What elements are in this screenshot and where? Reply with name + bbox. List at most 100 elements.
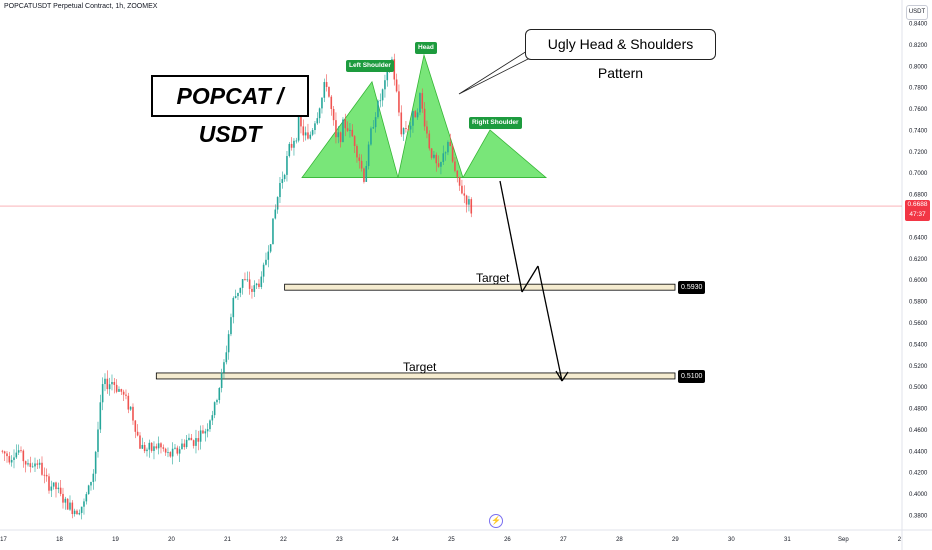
candle-body bbox=[45, 474, 48, 477]
candle-body bbox=[20, 450, 22, 452]
candle-body bbox=[66, 498, 69, 510]
candle-body bbox=[311, 130, 314, 135]
candle-body bbox=[52, 482, 55, 487]
candle-body bbox=[101, 384, 104, 403]
candle-body bbox=[351, 129, 354, 137]
projection-path-line bbox=[521, 265, 539, 293]
candle-body bbox=[447, 142, 449, 153]
candle-body bbox=[71, 502, 74, 515]
y-tick-label: 0.5000 bbox=[909, 385, 928, 391]
y-tick-label: 0.6400 bbox=[909, 235, 928, 241]
candle-body bbox=[468, 199, 470, 205]
candle-body bbox=[59, 487, 62, 494]
candle-body bbox=[279, 183, 281, 198]
candle-body bbox=[237, 292, 239, 297]
candle-body bbox=[265, 259, 267, 265]
candle-body bbox=[416, 112, 419, 118]
candle-body bbox=[50, 486, 53, 491]
candle-body bbox=[302, 126, 305, 136]
candle-body bbox=[90, 481, 92, 486]
y-tick-label: 0.8400 bbox=[909, 22, 928, 28]
x-tick-label: 23 bbox=[336, 537, 343, 543]
head-tag: Head bbox=[415, 42, 437, 54]
currency-button[interactable]: USDT bbox=[906, 5, 928, 20]
candle-body bbox=[69, 502, 71, 510]
current-price-countdown: 47:37 bbox=[909, 211, 926, 218]
candle-body bbox=[10, 459, 13, 463]
candle-body bbox=[449, 142, 452, 147]
candle-body bbox=[183, 443, 186, 448]
candle-body bbox=[318, 108, 321, 119]
candle-body bbox=[143, 444, 146, 452]
candle-body bbox=[141, 444, 144, 449]
pattern-triangle bbox=[397, 53, 464, 178]
candle-body bbox=[342, 119, 344, 143]
y-tick-label: 0.5200 bbox=[909, 364, 928, 370]
candle-body bbox=[386, 69, 389, 81]
candle-body bbox=[428, 133, 431, 149]
candle-body bbox=[169, 452, 172, 457]
candle-body bbox=[435, 154, 438, 164]
candle-body bbox=[258, 283, 260, 287]
target-label-2: Target bbox=[403, 360, 437, 374]
candle-body bbox=[162, 447, 165, 449]
candle-body bbox=[225, 352, 228, 363]
candle-body bbox=[344, 119, 347, 129]
candle-body bbox=[134, 420, 137, 432]
candle-body bbox=[1, 450, 4, 452]
candle-body bbox=[223, 362, 225, 373]
candle-body bbox=[220, 372, 223, 389]
candle-body bbox=[155, 446, 158, 449]
candle-body bbox=[174, 447, 176, 449]
target-zone bbox=[155, 372, 676, 380]
candle-body bbox=[64, 498, 67, 503]
lightning-bolt-icon[interactable]: ⚡ bbox=[489, 514, 503, 528]
candle-body bbox=[451, 146, 454, 162]
candle-body bbox=[160, 443, 162, 448]
candle-body bbox=[99, 402, 102, 430]
candle-body bbox=[286, 156, 288, 175]
candle-body bbox=[400, 112, 403, 135]
candle-body bbox=[227, 334, 230, 353]
x-tick-label: 31 bbox=[784, 537, 791, 543]
candle-body bbox=[335, 120, 337, 138]
y-tick-label: 0.4800 bbox=[909, 407, 928, 413]
candle-body bbox=[185, 439, 188, 448]
left-shoulder-tag: Left Shoulder bbox=[346, 60, 394, 72]
candle-body bbox=[85, 494, 88, 502]
candle-body bbox=[297, 116, 300, 141]
pattern-triangle bbox=[462, 129, 548, 178]
candle-body bbox=[111, 382, 113, 385]
y-tick-label: 0.4000 bbox=[909, 492, 928, 498]
candle-body bbox=[146, 449, 148, 452]
candle-body bbox=[328, 86, 330, 97]
x-tick-label: 27 bbox=[560, 537, 567, 543]
candle-body bbox=[148, 442, 151, 450]
y-tick-label: 0.4200 bbox=[909, 471, 928, 477]
candle-body bbox=[316, 118, 319, 124]
candle-body bbox=[272, 218, 274, 245]
current-price-badge: 0.6688 47:37 bbox=[905, 200, 930, 221]
candle-body bbox=[370, 128, 372, 145]
candle-body bbox=[27, 463, 29, 465]
y-tick-label: 0.4600 bbox=[909, 428, 928, 434]
candle-body bbox=[360, 160, 363, 169]
candle-body bbox=[288, 143, 291, 157]
candle-body bbox=[458, 176, 461, 186]
candle-body bbox=[209, 420, 211, 430]
y-tick-label: 0.5400 bbox=[909, 342, 928, 348]
target-price-badge-1: 0.5930 bbox=[678, 281, 706, 294]
candle-body bbox=[314, 123, 316, 131]
candle-body bbox=[197, 438, 200, 442]
candle-body bbox=[6, 453, 8, 457]
x-tick-label: 24 bbox=[392, 537, 399, 543]
candle-body bbox=[461, 185, 463, 194]
candle-body bbox=[248, 279, 251, 289]
candle-body bbox=[178, 449, 181, 454]
x-tick-label: 20 bbox=[168, 537, 175, 543]
candle-body bbox=[402, 128, 405, 135]
candle-body bbox=[234, 296, 237, 298]
candle-body bbox=[62, 493, 64, 503]
